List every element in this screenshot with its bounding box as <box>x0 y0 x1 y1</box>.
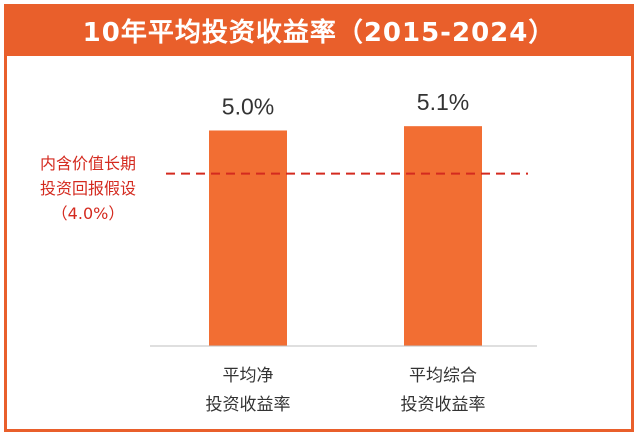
reference-label-line-1: 内含价值长期 <box>40 154 136 173</box>
category-label-1-line-2: 投资收益率 <box>206 395 291 415</box>
category-label-1-line-1: 平均净 <box>223 366 274 386</box>
chart-title: 10年平均投资收益率（2015-2024） <box>4 4 634 56</box>
chart-frame <box>4 4 634 432</box>
reference-label-line-2: 投资回报假设 <box>40 179 136 198</box>
reference-label-line-3: （4.0%） <box>52 204 125 223</box>
bar-2 <box>404 126 482 346</box>
data-label-1: 5.0% <box>222 93 274 119</box>
category-label-2-line-1: 平均综合 <box>409 366 477 386</box>
data-label-2: 5.1% <box>417 89 469 115</box>
category-label-2-line-2: 投资收益率 <box>401 395 486 415</box>
bar-1 <box>209 130 287 346</box>
